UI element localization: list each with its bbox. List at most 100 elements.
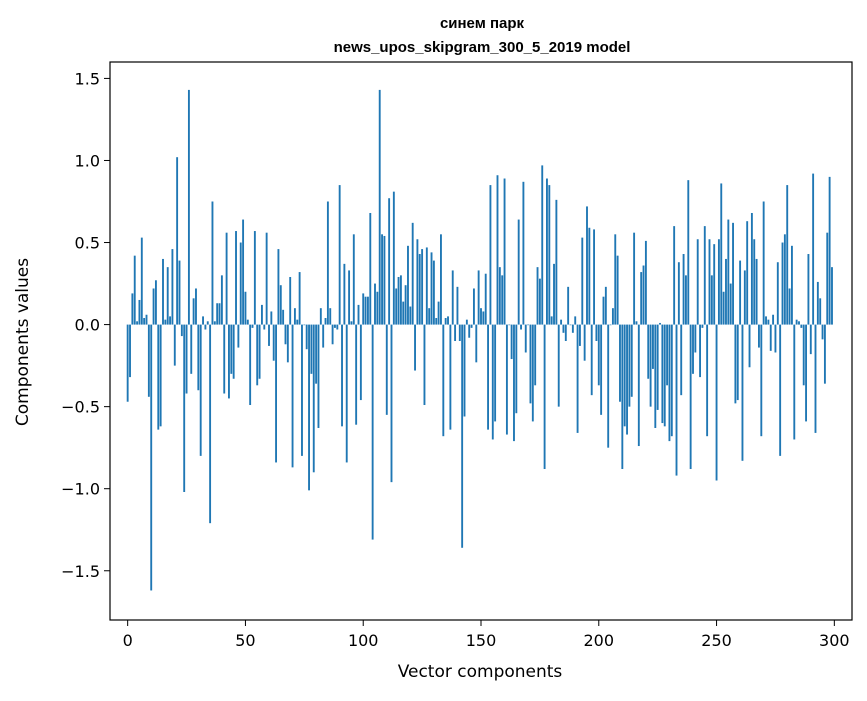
bar-72: [296, 319, 299, 325]
x-axis-ticks: 0 50 100 150 200 250 300: [123, 620, 850, 650]
bar-41: [223, 324, 226, 394]
bar-89: [336, 324, 339, 330]
x-tick-label: 100: [348, 631, 379, 650]
bar-294: [819, 298, 822, 325]
bar-136: [447, 316, 449, 325]
bar-63: [275, 324, 277, 463]
bar-148: [475, 324, 478, 363]
bar-259: [736, 324, 739, 401]
bar-94: [348, 270, 351, 325]
bar-227: [661, 324, 664, 424]
bar-146: [470, 324, 473, 328]
bar-19: [171, 249, 174, 325]
bar-181: [553, 263, 555, 325]
bar-145: [468, 324, 471, 338]
bar-235: [680, 324, 683, 396]
bar-250: [715, 324, 718, 481]
bar-45: [232, 324, 235, 379]
bar-188: [569, 324, 572, 326]
bar-179: [548, 185, 551, 325]
bar-43: [228, 324, 230, 399]
bar-37: [213, 321, 216, 325]
bar-84: [324, 318, 327, 325]
bar-296: [823, 324, 826, 384]
bar-208: [616, 255, 619, 325]
bar-133: [440, 234, 442, 325]
bar-280: [786, 185, 789, 325]
bar-39: [218, 303, 221, 325]
bar-51: [246, 319, 249, 325]
bar-292: [814, 324, 817, 433]
bar-12: [154, 280, 157, 325]
bar-202: [602, 296, 605, 325]
bar-236: [682, 254, 685, 325]
bar-14: [159, 324, 162, 427]
bar-83: [322, 324, 325, 348]
bar-164: [513, 324, 515, 442]
bar-255: [727, 219, 730, 325]
bar-201: [600, 324, 603, 415]
bar-131: [435, 318, 438, 325]
bar-196: [588, 227, 591, 325]
y-tick-label: 1.0: [75, 151, 100, 170]
bar-283: [793, 324, 796, 440]
bar-147: [472, 288, 475, 325]
bar-93: [345, 324, 348, 463]
bar-29: [195, 288, 197, 325]
bar-113: [392, 191, 395, 325]
bar-278: [781, 242, 784, 325]
bar-2: [131, 293, 134, 325]
bar-166: [517, 219, 520, 325]
bar-199: [595, 324, 598, 341]
bar-16: [164, 319, 167, 325]
bar-266: [753, 239, 756, 325]
bar-62: [272, 324, 275, 361]
bar-261: [741, 324, 744, 461]
bar-178: [546, 178, 548, 325]
bar-115: [397, 276, 400, 325]
bar-9: [147, 324, 150, 397]
bar-53: [251, 324, 254, 328]
bar-204: [607, 324, 610, 448]
bar-158: [498, 267, 501, 325]
bar-182: [555, 199, 558, 325]
bar-167: [520, 324, 522, 330]
y-tick-label: 1.5: [75, 69, 100, 88]
bar-219: [642, 265, 645, 325]
bar-30: [197, 324, 200, 391]
bar-61: [270, 311, 273, 325]
bar-291: [812, 173, 815, 325]
bar-151: [482, 311, 485, 325]
bar-118: [404, 285, 407, 325]
bar-76: [305, 324, 308, 350]
bar-184: [560, 319, 563, 325]
bar-253: [722, 291, 725, 325]
bar-207: [614, 234, 617, 325]
x-axis-label: Vector components: [398, 662, 563, 682]
bar-222: [649, 324, 652, 407]
bar-267: [755, 258, 758, 325]
bar-107: [378, 89, 381, 325]
bar-175: [538, 278, 541, 325]
bar-1: [129, 324, 131, 378]
bar-229: [666, 324, 669, 386]
bar-195: [586, 206, 588, 325]
bar-54: [253, 231, 256, 325]
bar-197: [590, 324, 593, 396]
bar-26: [187, 89, 190, 325]
bar-58: [263, 324, 266, 330]
bar-series: [126, 89, 833, 591]
bar-239: [689, 324, 692, 470]
bar-81: [317, 324, 320, 428]
bar-87: [331, 324, 334, 345]
bar-233: [675, 324, 678, 476]
bar-127: [425, 247, 428, 325]
bar-242: [696, 239, 699, 325]
y-tick-label: −1.5: [61, 562, 100, 581]
bar-59: [265, 232, 268, 325]
bar-120: [409, 306, 412, 325]
bar-140: [456, 286, 459, 325]
bar-123: [416, 239, 419, 325]
bar-47: [237, 324, 240, 348]
